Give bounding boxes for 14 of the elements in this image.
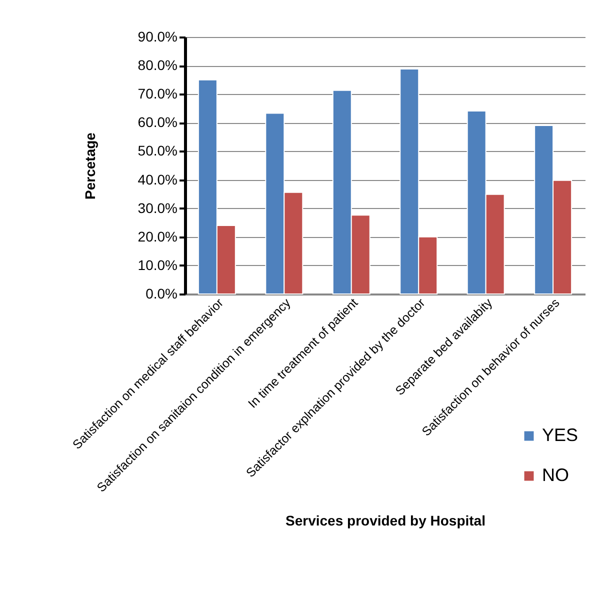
- y-axis-title: Percetage: [82, 132, 98, 200]
- y-tick-label: 0.0%: [146, 286, 178, 302]
- y-tick-label: 70.0%: [138, 86, 178, 102]
- y-tick-label: 60.0%: [138, 114, 178, 130]
- y-tick-label: 10.0%: [138, 256, 178, 273]
- y-tick-label: 20.0%: [138, 228, 178, 244]
- legend-label: NO: [542, 465, 569, 485]
- y-tick-label: 90.0%: [138, 28, 178, 44]
- legend-label: YES: [542, 425, 578, 445]
- y-tick-label: 40.0%: [138, 171, 178, 188]
- y-tick-label: 50.0%: [138, 142, 178, 159]
- x-axis-title: Services provided by Hospital: [286, 512, 486, 528]
- y-tick-label: 80.0%: [138, 57, 178, 74]
- y-tick-label: 30.0%: [138, 200, 178, 216]
